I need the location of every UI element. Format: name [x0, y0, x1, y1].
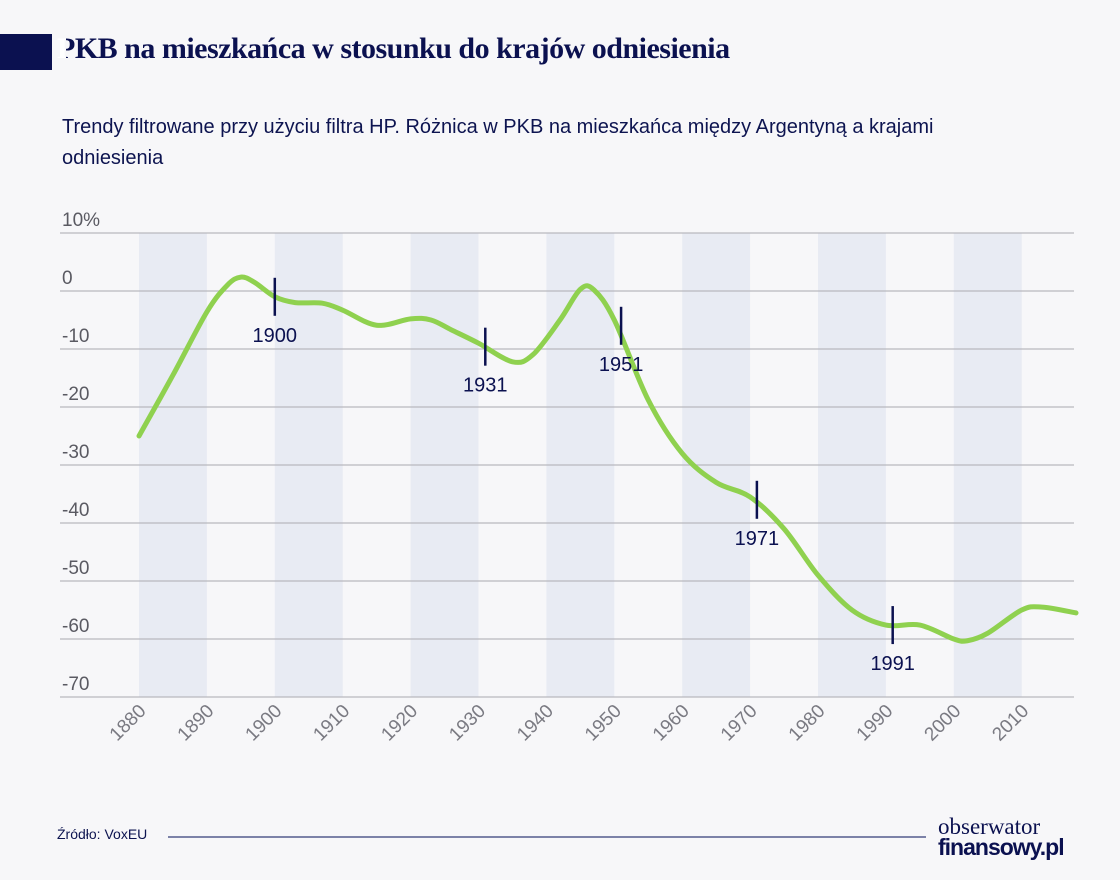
x-tick-label: 1970	[717, 701, 762, 746]
annotation-label: 1971	[735, 528, 780, 550]
x-tick-label: 1930	[445, 701, 490, 746]
y-tick-label: -50	[62, 558, 89, 579]
logo: obserwator finansowy.pl	[938, 814, 1065, 860]
x-tick-label: 1940	[513, 701, 558, 746]
y-tick-label: 10%	[62, 210, 100, 231]
y-tick-label: -10	[62, 326, 89, 347]
x-tick-label: 1920	[377, 701, 422, 746]
series-line	[136, 274, 1079, 644]
line-chart: 10% 0 -10 -20 -30 -40 -50 -60 -70 1880 1890 1900 191…	[60, 210, 1079, 746]
x-tick-label: 1890	[174, 701, 219, 746]
title-accent-box	[0, 34, 52, 70]
y-tick-label: -40	[62, 500, 89, 521]
y-tick-label: -60	[62, 616, 89, 637]
logo-line1: obserwator	[938, 814, 1041, 839]
annotation-label: 1951	[599, 354, 644, 376]
x-tick-label: 1980	[785, 701, 830, 746]
y-tick-label: -30	[62, 442, 89, 463]
logo-line2: finansowy.pl	[938, 834, 1065, 860]
x-tick-label: 1880	[106, 701, 151, 746]
annotation-label: 1931	[463, 375, 508, 397]
annotation-label: 1900	[253, 325, 298, 347]
x-tick-label: 1950	[581, 701, 626, 746]
chart-subtitle: Trendy filtrowane przy użyciu filtra HP.…	[62, 116, 934, 169]
y-tick-label: 0	[62, 268, 73, 289]
x-tick-label: 1910	[309, 701, 354, 746]
y-tick-label: -70	[62, 674, 89, 695]
y-tick-label: -20	[62, 384, 89, 405]
x-tick-label: 2010	[988, 701, 1033, 746]
title-first-letter: P	[57, 32, 75, 65]
x-tick-label: 2000	[921, 701, 966, 746]
annotation-label: 1991	[870, 653, 915, 675]
source-note: Źródło: VoxEU	[57, 826, 148, 842]
page-title: PKB na mieszkańca w stosunku do krajów o…	[57, 32, 730, 66]
title-rest: KB na mieszkańca w stosunku do krajów od…	[74, 32, 730, 65]
x-tick-label: 1990	[853, 701, 898, 746]
x-tick-label: 1960	[649, 701, 694, 746]
x-tick-label: 1900	[242, 701, 287, 746]
